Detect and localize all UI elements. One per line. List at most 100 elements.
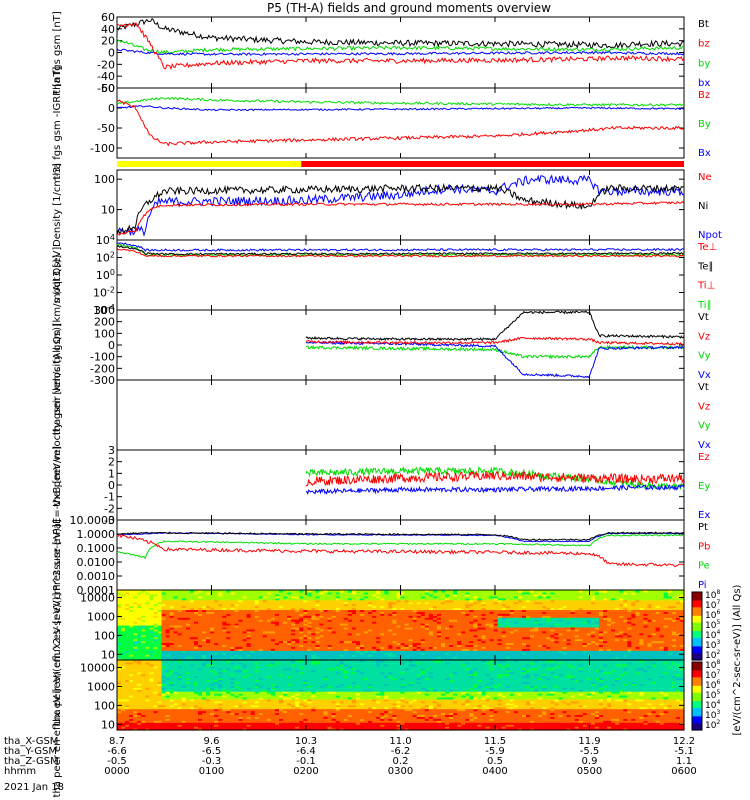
spectrogram-cell [534, 648, 539, 651]
spectrogram-cell [445, 628, 450, 632]
spectrogram-cell [315, 601, 321, 605]
spectrogram-cell [400, 603, 406, 607]
spectrogram-cell [335, 638, 341, 642]
spectrogram-cell [594, 611, 600, 614]
spectrogram-cell [218, 615, 223, 618]
spectrogram-cell [121, 648, 126, 651]
spectrogram-cell [554, 611, 560, 614]
spectrogram-cell [117, 658, 122, 661]
spectrogram-cell [287, 613, 292, 616]
spectrogram-cell [145, 654, 150, 657]
spectrogram-cell [473, 626, 479, 630]
spectrogram-cell [485, 599, 491, 603]
spectrogram-cell [420, 636, 426, 640]
spectrogram-cell [473, 619, 479, 622]
spectrogram-cell [445, 640, 450, 644]
spectrogram-cell [505, 654, 511, 657]
spectrogram-cell [157, 615, 163, 618]
spectrogram-cell [206, 648, 211, 651]
spectrogram-cell [202, 644, 207, 647]
spectrogram-cell [129, 615, 134, 618]
spectrogram-cell [210, 650, 215, 653]
spectrogram-cell [501, 621, 507, 624]
spectrogram-cell [226, 632, 231, 636]
spectrogram-cell [291, 636, 296, 640]
spectrogram-cell [343, 630, 349, 634]
spectrogram-cell [635, 603, 641, 607]
spectrogram-cell [327, 615, 333, 618]
spectrogram-cell [335, 623, 341, 626]
spectrogram-cell [635, 646, 641, 649]
spectrogram-cell [611, 603, 616, 607]
spectrogram-cell [117, 591, 122, 595]
spectrogram-cell [416, 609, 422, 612]
spectrogram-cell [550, 605, 555, 609]
spectrogram-cell [331, 638, 337, 642]
spectrogram-cell [619, 603, 624, 607]
spectrogram-cell [449, 638, 454, 642]
spectrogram-cell [526, 623, 531, 626]
spectrogram-cell [424, 619, 430, 622]
spectrogram-cell [133, 654, 138, 657]
spectrogram-cell [117, 636, 122, 640]
spectrogram-cell [246, 603, 252, 607]
spectrogram-cell [327, 625, 333, 628]
spectrogram-cell [558, 634, 564, 638]
spectrogram-cell [185, 636, 191, 640]
spectrogram-cell [157, 632, 163, 636]
spectrogram-cell [598, 595, 604, 599]
spectrogram-cell [619, 597, 624, 601]
spectrogram-cell [242, 654, 248, 657]
spectrogram-cell [242, 619, 248, 622]
spectrogram-cell [315, 656, 321, 659]
spectrogram-cell [558, 652, 564, 655]
spectrogram-cell [262, 630, 268, 634]
spectrogram-cell [202, 626, 207, 630]
spectrogram-cell [542, 636, 547, 640]
spectrogram-cell [173, 642, 179, 646]
spectrogram-cell [416, 599, 422, 603]
spectrogram-cell [598, 642, 604, 646]
spectrogram-cell [242, 652, 248, 655]
spectrogram-cell [627, 646, 632, 649]
spectrogram-cell [149, 636, 155, 640]
spectrogram-cell [517, 607, 523, 611]
spectrogram-cell [582, 638, 588, 642]
spectrogram-cell [258, 632, 264, 636]
spectrogram-cell [623, 591, 628, 595]
spectrogram-cell [603, 640, 608, 644]
spectrogram-cell [307, 597, 312, 601]
spectrogram-cell [218, 591, 223, 595]
spectrogram-cell [501, 595, 507, 599]
spectrogram-cell [287, 628, 292, 632]
spectrogram-cell [441, 625, 446, 628]
spectrogram-cell [505, 615, 511, 618]
spectrogram-cell [550, 638, 555, 642]
spectrogram-cell [169, 646, 175, 649]
spectrogram-cell [594, 613, 600, 616]
spectrogram-cell [291, 599, 296, 603]
spectrogram-cell [615, 599, 620, 603]
spectrogram-cell [165, 605, 171, 609]
spectrogram-cell [238, 625, 244, 628]
spectrogram-cell [432, 626, 438, 630]
spectrogram-cell [424, 593, 430, 597]
spectrogram-cell [461, 623, 466, 626]
spectrogram-cell [566, 625, 572, 628]
spectrogram-cell [364, 630, 369, 634]
spectrogram-cell [611, 650, 616, 653]
spectrogram-cell [331, 599, 337, 603]
spectrogram-cell [611, 632, 616, 636]
spectrogram-cell [287, 652, 292, 655]
spectrogram-cell [562, 648, 568, 651]
spectrogram-cell [355, 644, 361, 647]
spectrogram-cell [384, 623, 389, 626]
spectrogram-cell [473, 605, 479, 609]
spectrogram-cell [396, 658, 402, 661]
spectrogram-cell [631, 658, 636, 661]
spectrogram-cell [558, 597, 564, 601]
spectrogram-cell [250, 658, 256, 661]
spectrogram-cell [538, 646, 543, 649]
spectrogram-cell [121, 623, 126, 626]
